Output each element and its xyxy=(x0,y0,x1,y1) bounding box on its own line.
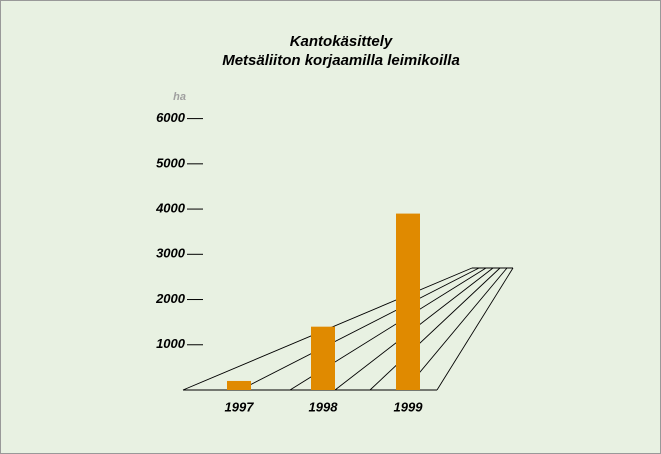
bar xyxy=(396,213,420,390)
y-tick-label: 3000 xyxy=(156,246,186,261)
chart-title: Kantokäsittely xyxy=(290,33,393,50)
y-tick-label: 1000 xyxy=(156,336,186,351)
y-tick-label: 5000 xyxy=(156,155,186,170)
bar xyxy=(311,326,335,390)
y-tick-label: 2000 xyxy=(155,291,186,306)
x-tick-label: 1999 xyxy=(394,399,424,414)
x-tick-label: 1997 xyxy=(225,399,255,414)
bar xyxy=(227,380,251,390)
y-tick-label: 6000 xyxy=(156,110,186,125)
x-tick-label: 1998 xyxy=(309,399,339,414)
y-axis-label: ha xyxy=(173,91,186,103)
y-tick-label: 4000 xyxy=(155,201,186,216)
chart-subtitle: Metsäliiton korjaamilla leimikoilla xyxy=(222,52,460,69)
